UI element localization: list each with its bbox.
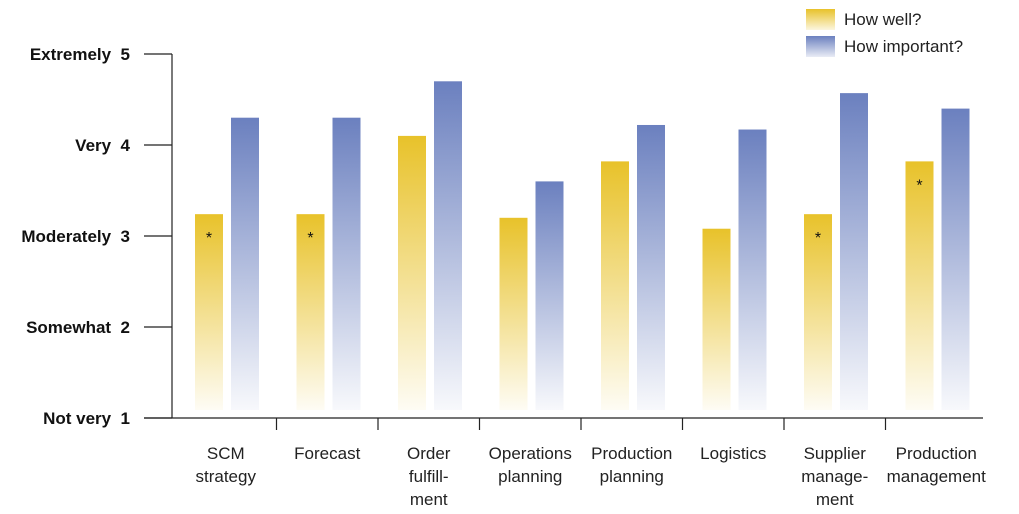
y-tick-label: Moderately 3: [21, 227, 130, 246]
bar-how-well: [702, 228, 731, 410]
legend-swatch: [806, 9, 835, 30]
significance-marker: *: [307, 230, 313, 247]
x-tick-label: Logistics: [700, 444, 766, 463]
x-tick-label: manage-: [801, 467, 868, 486]
bars: [195, 81, 970, 411]
y-axis: Not very 1 Somewhat 2 Moderately 3 Very 4 Ex…: [21, 45, 173, 428]
x-tick-label: Production: [896, 444, 977, 463]
bar-how-important: [941, 108, 970, 410]
x-tick-label: Operations: [489, 444, 572, 463]
x-tick-label: Production: [591, 444, 672, 463]
y-tick-label: Extremely 5: [30, 45, 130, 64]
x-tick-label: SCM: [207, 444, 245, 463]
bar-how-important: [840, 93, 868, 410]
legend-label: How important?: [844, 37, 963, 56]
bar-how-well: [296, 214, 325, 410]
x-tick-label: planning: [600, 467, 664, 486]
bar-how-important: [637, 124, 665, 410]
x-tick-label: strategy: [196, 467, 257, 486]
legend: How well? How important?: [806, 9, 963, 57]
bar-how-well: [499, 217, 528, 410]
x-tick-label: Supplier: [804, 444, 867, 463]
x-tick-label: planning: [498, 467, 562, 486]
x-tick-label: management: [887, 467, 987, 486]
bar-how-well: [601, 161, 629, 410]
x-tick-label: Forecast: [294, 444, 360, 463]
x-tick-label: fulfill-: [409, 467, 449, 486]
bar-how-important: [231, 117, 259, 410]
bar-how-important: [535, 181, 564, 410]
legend-swatch: [806, 36, 835, 57]
y-tick-label: Somewhat 2: [26, 318, 130, 337]
significance-marker: *: [815, 230, 821, 247]
bar-how-well: [804, 214, 832, 410]
bar-how-important: [332, 117, 361, 410]
significance-marker: *: [916, 177, 922, 194]
bar-how-important: [434, 81, 462, 411]
x-tick-label: ment: [816, 490, 854, 509]
legend-label: How well?: [844, 10, 921, 29]
y-tick-label: Very 4: [75, 136, 130, 155]
x-axis: SCM strategy Forecast Order fulfill-ment Oper…: [144, 417, 987, 509]
y-tick-label: Not very 1: [43, 409, 130, 428]
x-tick-label: Order: [407, 444, 451, 463]
bar-how-well: [195, 214, 223, 410]
markers: * * * *: [206, 177, 923, 247]
bar-how-well: [905, 161, 934, 410]
x-tick-label: ment: [410, 490, 448, 509]
significance-marker: *: [206, 230, 212, 247]
bar-how-important: [738, 129, 767, 410]
bar-how-well: [398, 135, 426, 410]
